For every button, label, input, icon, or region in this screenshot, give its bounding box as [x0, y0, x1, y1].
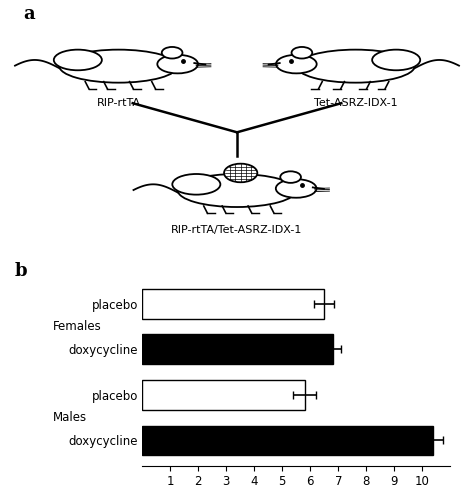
- Bar: [142, 380, 305, 410]
- Text: Tet-ASRZ-IDX-1: Tet-ASRZ-IDX-1: [314, 98, 397, 108]
- Text: Males: Males: [53, 411, 87, 424]
- Circle shape: [224, 164, 257, 182]
- Bar: [142, 289, 324, 318]
- Text: Females: Females: [53, 320, 101, 333]
- Circle shape: [162, 47, 182, 58]
- Text: a: a: [24, 5, 36, 24]
- Text: RIP-rtTA/Tet-ASRZ-IDX-1: RIP-rtTA/Tet-ASRZ-IDX-1: [171, 225, 303, 235]
- Ellipse shape: [276, 179, 317, 198]
- Ellipse shape: [54, 49, 102, 70]
- Ellipse shape: [173, 174, 220, 195]
- Circle shape: [280, 172, 301, 183]
- Bar: [142, 426, 434, 455]
- Text: RIP-rtTA: RIP-rtTA: [97, 98, 140, 108]
- Ellipse shape: [372, 49, 420, 70]
- Text: b: b: [14, 262, 27, 280]
- Ellipse shape: [276, 55, 317, 74]
- Ellipse shape: [296, 49, 415, 83]
- Bar: [142, 335, 333, 364]
- Circle shape: [292, 47, 312, 58]
- Ellipse shape: [178, 174, 296, 207]
- Ellipse shape: [157, 55, 198, 74]
- Ellipse shape: [59, 49, 178, 83]
